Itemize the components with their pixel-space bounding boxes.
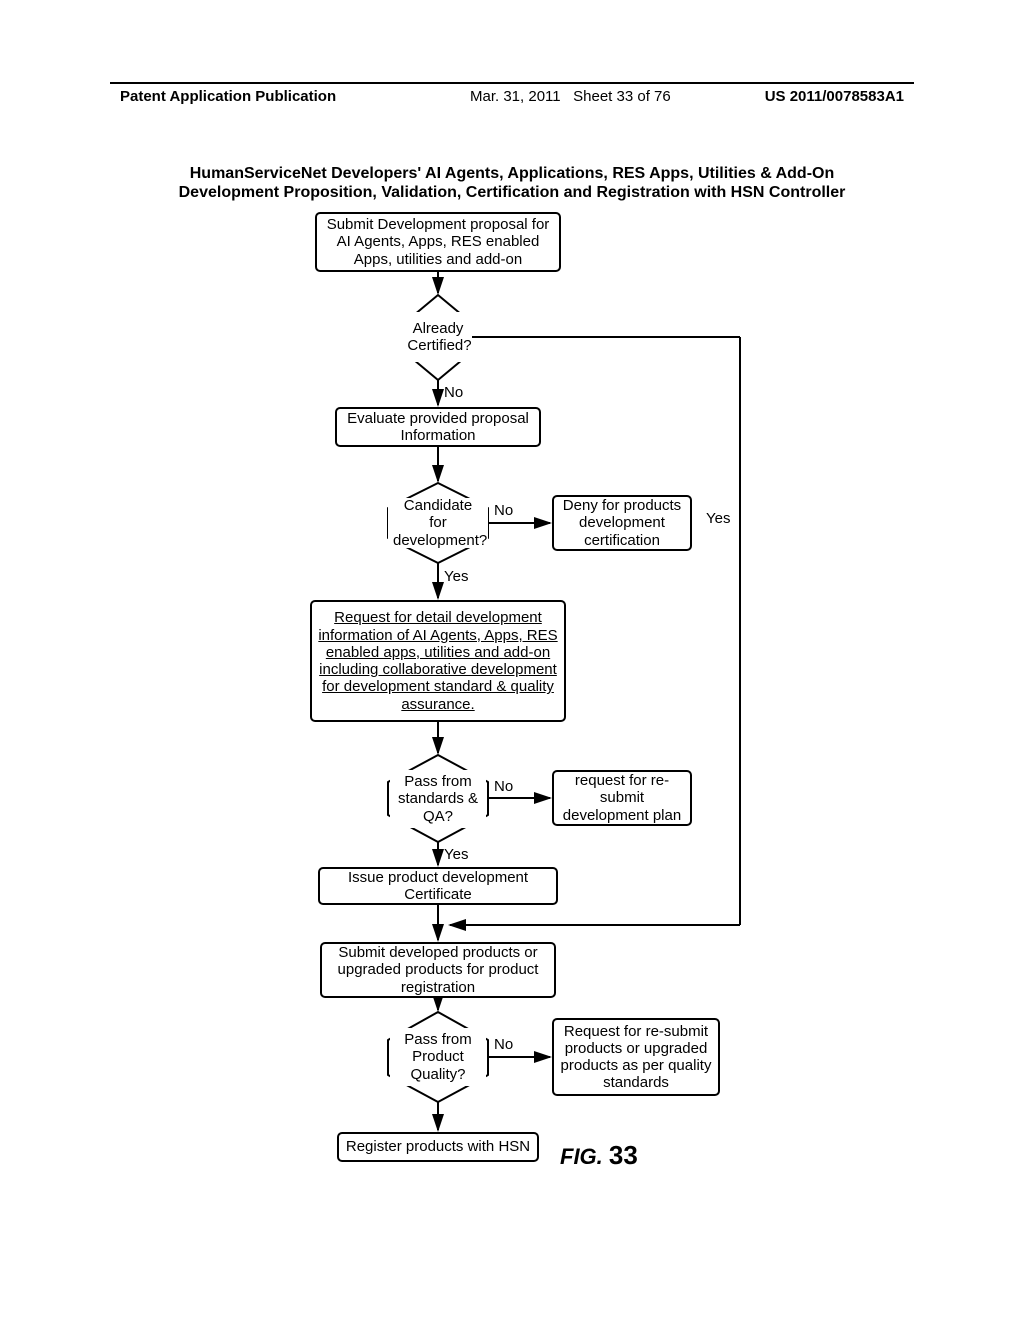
decision-pass-qa: Pass from standards & QA?: [390, 770, 486, 828]
label-no-1: No: [444, 384, 463, 401]
decision-already-certified: Already Certified?: [404, 312, 472, 362]
text-evaluate: Evaluate provided proposal Information: [341, 410, 535, 445]
label-yes-2: Yes: [444, 568, 468, 585]
box-deny: Deny for products development certificat…: [552, 495, 692, 551]
fig-prefix: FIG.: [560, 1144, 603, 1169]
box-resubmit-products: Request for re-submit products or upgrad…: [552, 1018, 720, 1096]
figure-label: FIG. 33: [560, 1140, 638, 1171]
text-deny: Deny for products development certificat…: [558, 497, 686, 549]
label-yes-long: Yes: [706, 510, 730, 527]
text-resubmit-products: Request for re-submit products or upgrad…: [558, 1023, 714, 1092]
label-no-3: No: [494, 778, 513, 795]
text-register: Register products with HSN: [346, 1138, 530, 1155]
box-register: Register products with HSN: [337, 1132, 539, 1162]
box-evaluate: Evaluate provided proposal Information: [335, 407, 541, 447]
box-issue-cert: Issue product development Certificate: [318, 867, 558, 905]
box-resubmit-plan: request for re-submit development plan: [552, 770, 692, 826]
label-no-4: No: [494, 1036, 513, 1053]
label-no-2: No: [494, 502, 513, 519]
text-issue-cert: Issue product development Certificate: [324, 869, 552, 904]
text-resubmit-plan: request for re-submit development plan: [558, 772, 686, 824]
box-submit-proposal: Submit Development proposal for AI Agent…: [315, 212, 561, 272]
box-submit-products: Submit developed products or upgraded pr…: [320, 942, 556, 998]
decision-pass-quality: Pass from Product Quality?: [390, 1028, 486, 1086]
box-request-detail: Request for detail development informati…: [310, 600, 566, 722]
text-candidate: Candidate for development?: [393, 497, 483, 549]
fig-num: 33: [609, 1140, 638, 1170]
text-submit-proposal: Submit Development proposal for AI Agent…: [321, 216, 555, 268]
label-yes-3: Yes: [444, 846, 468, 863]
text-pass-qa: Pass from standards & QA?: [395, 773, 481, 825]
text-already-certified: Already Certified?: [407, 320, 468, 355]
text-pass-quality: Pass from Product Quality?: [395, 1031, 481, 1083]
text-submit-products: Submit developed products or upgraded pr…: [326, 944, 550, 996]
text-request-detail: Request for detail development informati…: [316, 609, 560, 713]
page: Patent Application Publication Mar. 31, …: [0, 0, 1024, 1320]
decision-candidate: Candidate for development?: [388, 498, 488, 548]
